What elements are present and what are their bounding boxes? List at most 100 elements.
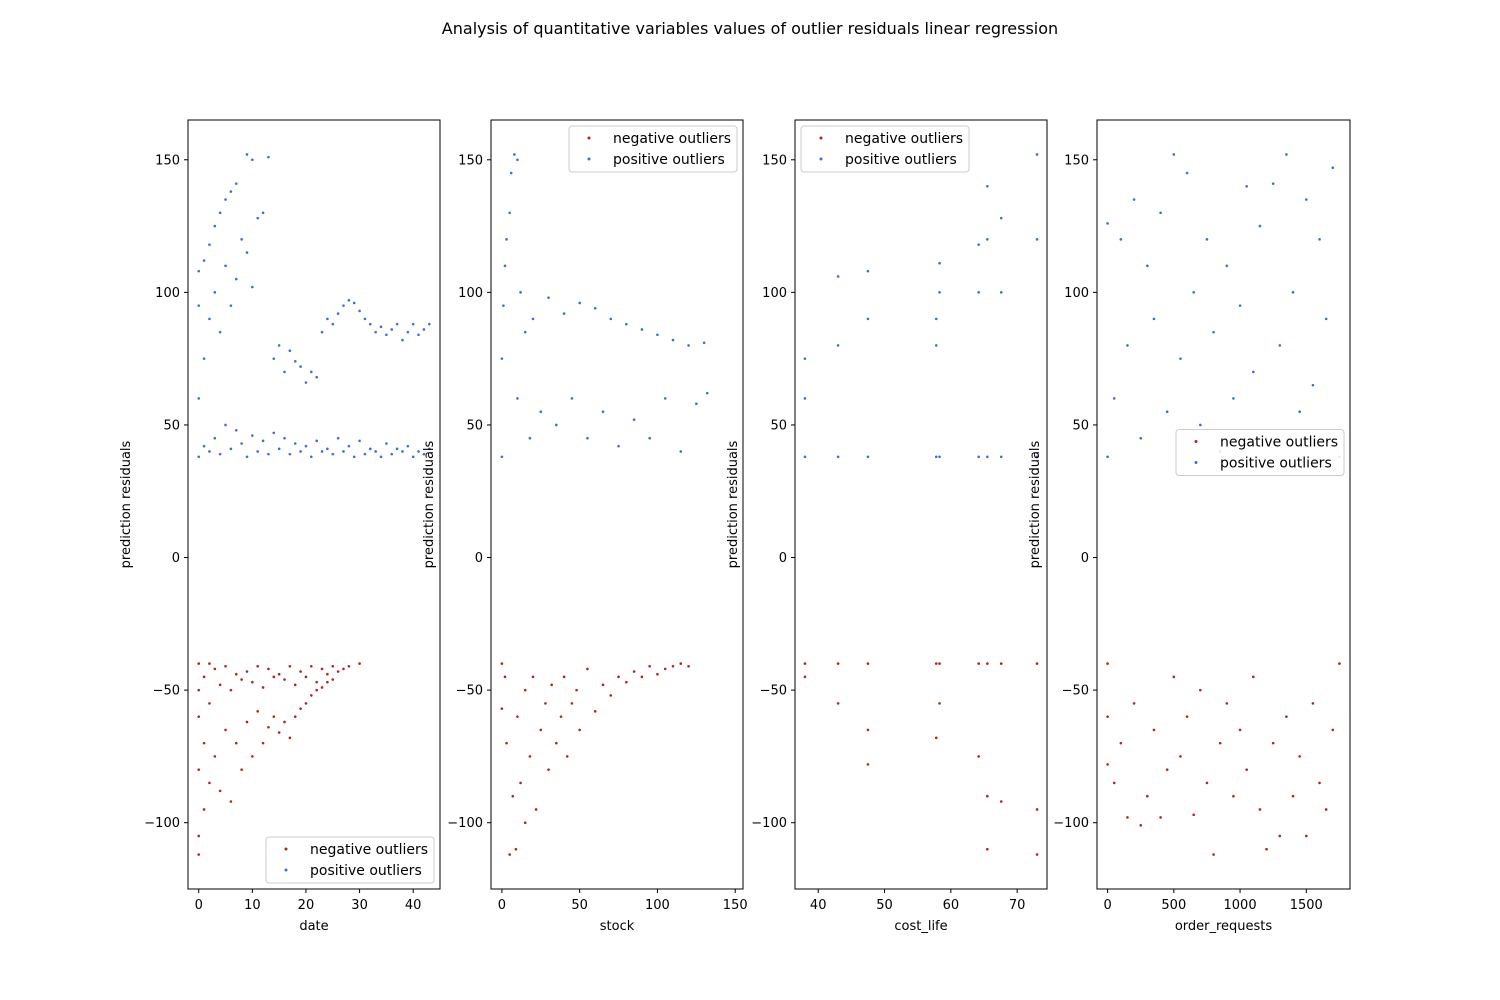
legend-label: positive outliers: [1220, 456, 1332, 472]
data-point: [406, 444, 410, 448]
data-point: [218, 211, 222, 215]
data-point: [503, 675, 507, 679]
legend-marker: [587, 136, 591, 140]
data-point: [224, 423, 227, 427]
data-point: [938, 291, 941, 294]
data-point: [411, 322, 415, 326]
data-point: [578, 301, 581, 305]
data-point: [197, 688, 201, 692]
data-point: [197, 834, 201, 838]
data-point: [202, 444, 206, 448]
y-axis-label: prediction residuals: [422, 440, 437, 568]
data-point: [986, 794, 989, 798]
data-point: [288, 664, 292, 668]
data-point: [1035, 662, 1039, 665]
data-point: [977, 243, 980, 246]
data-point: [315, 439, 318, 443]
x-tick-label: 1500: [1290, 898, 1323, 913]
data-point: [422, 452, 426, 456]
data-point: [304, 381, 308, 384]
data-point: [500, 662, 504, 665]
y-tick-label: 0: [779, 551, 787, 566]
data-point: [331, 322, 335, 326]
data-point: [342, 667, 345, 671]
data-point: [401, 338, 404, 342]
data-point: [663, 397, 667, 400]
data-point: [213, 291, 217, 294]
subplot-1: −100 −50 0 50 100 150 0 10 20 30 40 date prediction …: [119, 119, 441, 934]
data-point: [1035, 808, 1039, 811]
x-tick-label: 50: [876, 898, 893, 913]
data-point: [347, 299, 351, 302]
data-point: [304, 702, 308, 705]
data-point: [500, 707, 504, 710]
data-point: [234, 277, 238, 281]
data-point: [934, 736, 938, 740]
data-point: [336, 436, 340, 440]
data-point: [251, 434, 254, 437]
data-point: [656, 333, 659, 337]
y-tick-label: 50: [1072, 418, 1089, 433]
legend-marker: [819, 157, 823, 161]
data-point: [1126, 816, 1129, 819]
data-point: [1338, 662, 1341, 665]
data-point: [213, 667, 217, 671]
data-point: [358, 309, 361, 313]
x-axis-label: order_requests: [1175, 919, 1273, 934]
data-point: [516, 158, 519, 162]
data-point: [1035, 238, 1039, 241]
x-tick-label: 500: [1161, 898, 1186, 913]
y-tick-label: −100: [144, 816, 180, 831]
series-positive-outliers: [1106, 153, 1341, 459]
data-point: [702, 341, 706, 345]
data-point: [1304, 834, 1308, 838]
data-point: [299, 365, 302, 368]
data-point: [1245, 768, 1248, 771]
data-point: [368, 322, 372, 326]
data-point: [395, 322, 399, 326]
data-point: [304, 444, 308, 448]
data-point: [640, 675, 644, 679]
data-point: [363, 452, 367, 456]
data-point: [648, 436, 651, 440]
data-point: [1132, 198, 1136, 201]
data-point: [505, 238, 508, 241]
y-tick-label: −50: [760, 684, 787, 699]
legend-marker: [819, 136, 823, 140]
data-point: [516, 715, 519, 718]
data-point: [267, 155, 270, 159]
data-point: [379, 325, 383, 329]
data-point: [555, 741, 558, 745]
data-point: [1139, 824, 1143, 827]
data-point: [277, 731, 281, 734]
data-point: [1146, 794, 1149, 798]
data-point: [559, 715, 563, 718]
y-axis-label: prediction residuals: [1028, 440, 1043, 568]
data-point: [197, 397, 201, 400]
y-tick-label: 0: [172, 551, 180, 566]
data-point: [390, 452, 394, 456]
data-point: [578, 728, 581, 732]
data-point: [570, 397, 574, 400]
data-point: [1146, 264, 1149, 268]
data-point: [1199, 423, 1202, 427]
data-point: [1324, 808, 1328, 811]
data-point: [539, 728, 543, 732]
legend-marker: [284, 868, 288, 872]
data-point: [208, 662, 211, 665]
legend-marker: [1194, 461, 1198, 464]
data-point: [1324, 317, 1328, 321]
data-point: [1252, 675, 1255, 679]
data-point: [1291, 794, 1295, 798]
data-point: [299, 450, 302, 453]
data-point: [866, 269, 870, 273]
y-tick-label: 150: [1064, 153, 1089, 168]
data-point: [999, 455, 1003, 459]
y-tick-label: −100: [1053, 816, 1089, 831]
legend-marker: [284, 847, 288, 851]
data-point: [374, 330, 377, 334]
data-point: [1258, 224, 1262, 228]
data-point: [240, 678, 243, 681]
legend-label: negative outliers: [613, 131, 731, 147]
data-point: [234, 182, 238, 185]
